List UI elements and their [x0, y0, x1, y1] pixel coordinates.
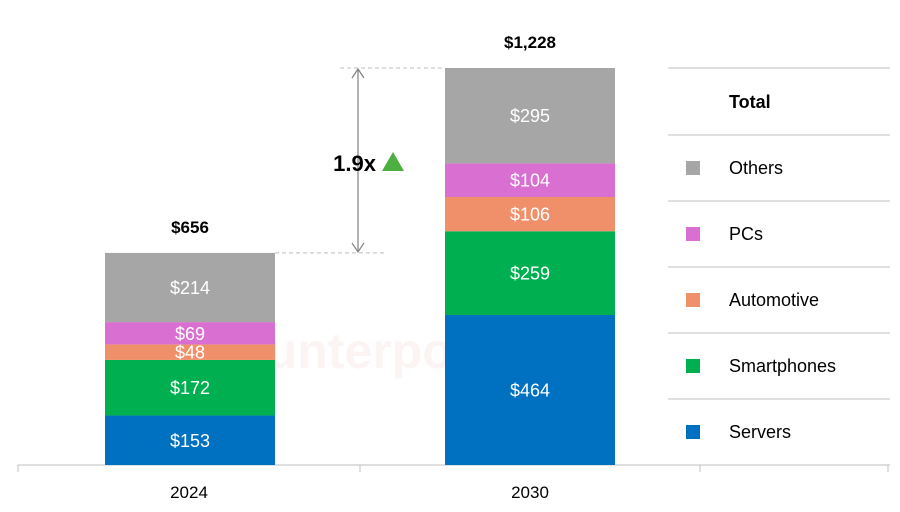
data-label: $153 — [170, 431, 210, 451]
arrow-head-up — [351, 67, 365, 79]
data-label: $214 — [170, 278, 210, 298]
bar-segment-automotive-2030 — [445, 196, 615, 232]
bar-segment-servers-2030 — [445, 314, 615, 465]
legend-swatch-servers — [686, 425, 700, 439]
legend: Total Others PCs Automotive Smartphones Serve… — [668, 67, 890, 466]
legend-label: PCs — [729, 224, 763, 244]
x-tick-label: 2024 — [170, 483, 208, 502]
data-label: $69 — [175, 324, 205, 344]
legend-swatch-automotive — [686, 293, 700, 307]
bar-segment-automotive-2024 — [105, 344, 275, 360]
total-label: $656 — [171, 218, 209, 237]
bar-segment-pcs-2030 — [445, 163, 615, 197]
legend-label: Others — [729, 158, 783, 178]
bar-segment-servers-2024 — [105, 415, 275, 465]
legend-label: Automotive — [729, 290, 819, 310]
data-label: $48 — [175, 343, 205, 363]
data-label: $172 — [170, 378, 210, 398]
bar-segment-pcs-2024 — [105, 322, 275, 345]
data-label: $106 — [510, 205, 550, 225]
x-tick-label: 2030 — [511, 483, 549, 502]
data-label: $104 — [510, 171, 550, 191]
x-axis: 2024 2030 — [17, 464, 889, 502]
bar-segment-smartphones-2030 — [445, 231, 615, 315]
legend-label: Smartphones — [729, 356, 836, 376]
growth-annotation: 1.9x — [275, 67, 445, 254]
bar-segment-others-2030 — [445, 68, 615, 164]
data-label: $464 — [510, 380, 550, 400]
legend-swatch-others — [686, 161, 700, 175]
data-label: $259 — [510, 264, 550, 284]
up-triangle-icon — [382, 152, 404, 171]
data-label: $295 — [510, 106, 550, 126]
growth-label: 1.9x — [333, 151, 377, 176]
legend-swatch-pcs — [686, 227, 700, 241]
legend-label: Servers — [729, 422, 791, 442]
arrow-head-down — [351, 242, 365, 254]
total-label: $1,228 — [504, 33, 556, 52]
legend-title: Total — [729, 92, 771, 112]
bar-segment-smartphones-2024 — [105, 359, 275, 416]
legend-swatch-smartphones — [686, 359, 700, 373]
bars: $153 $172 $48$69 $214 $656 $464 $259 $106 $104 $2… — [105, 33, 615, 465]
bar-segment-others-2024 — [105, 252, 275, 323]
